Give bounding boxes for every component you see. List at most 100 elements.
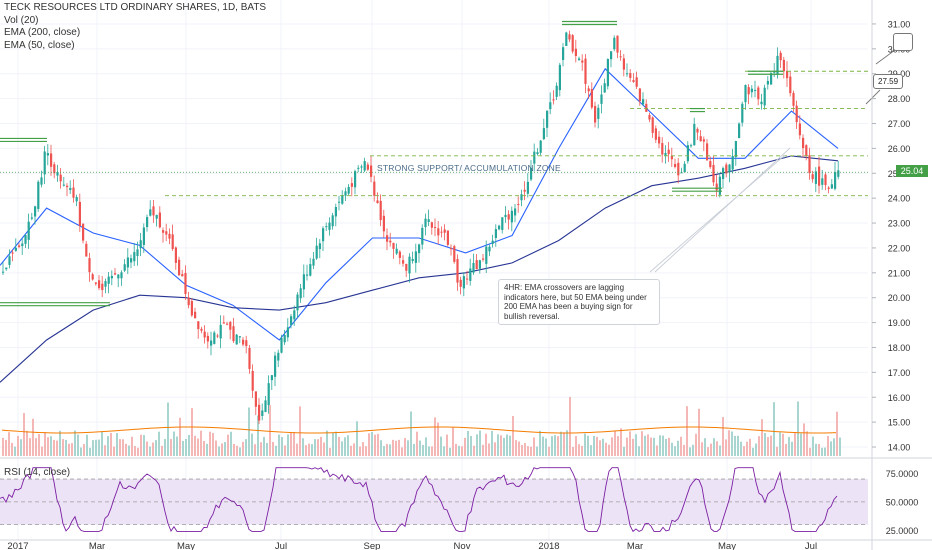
- candle-body: [754, 89, 757, 91]
- volume-bar: [293, 432, 295, 456]
- volume-bar: [116, 433, 118, 456]
- candle-body: [293, 310, 296, 320]
- candle-body: [200, 328, 203, 331]
- volume-bar: [5, 440, 7, 456]
- volume-bar: [449, 447, 451, 456]
- volume-bar: [380, 440, 382, 456]
- volume-bar: [344, 437, 346, 456]
- candle-body: [472, 262, 475, 273]
- volume-bar: [38, 434, 40, 456]
- candle-body: [158, 212, 161, 228]
- candle-body: [469, 268, 472, 281]
- volume-bar: [635, 434, 637, 456]
- candle-body: [24, 235, 27, 244]
- volume-bar: [176, 436, 178, 456]
- volume-bar: [650, 437, 652, 456]
- candle-body: [126, 257, 129, 268]
- candle-body: [5, 267, 8, 270]
- price-callout: 27.59: [873, 74, 904, 89]
- candle-body: [702, 139, 705, 142]
- volume-bar: [23, 413, 25, 456]
- candle-body: [645, 103, 648, 112]
- candle-body: [562, 47, 565, 60]
- candle-body: [414, 251, 417, 263]
- price-tick-label: 23.00: [888, 219, 911, 229]
- candle-body: [165, 231, 168, 235]
- price-tick-label: 31.00: [888, 19, 911, 29]
- volume-bar: [137, 447, 139, 456]
- rsi-tick-label: 25.0000: [886, 526, 919, 536]
- candle-body: [360, 166, 363, 168]
- candle-body: [229, 321, 232, 330]
- volume-bar: [254, 444, 256, 456]
- candle-body: [539, 140, 542, 153]
- candle-body: [376, 200, 379, 204]
- volume-bar: [86, 434, 88, 456]
- time-tick-label: May: [177, 541, 195, 550]
- volume-bar: [332, 432, 334, 456]
- volume-bar: [302, 438, 304, 456]
- candle-body: [530, 167, 533, 180]
- volume-bar: [470, 436, 472, 456]
- candle-body: [130, 258, 133, 263]
- volume-bar: [242, 441, 244, 456]
- volume-bar: [281, 437, 283, 456]
- volume-bar: [647, 434, 649, 456]
- candle-body: [677, 162, 680, 176]
- volume-bar: [590, 445, 592, 456]
- volume-bar: [503, 437, 505, 456]
- candle-body: [344, 191, 347, 196]
- candle-body: [274, 355, 277, 377]
- candle-body: [584, 58, 587, 84]
- candle-body: [610, 51, 613, 60]
- candle-body: [136, 249, 139, 257]
- candle-body: [834, 172, 837, 189]
- volume-bar: [296, 443, 298, 456]
- candle-body: [370, 165, 373, 177]
- volume-bar: [563, 432, 565, 456]
- volume-bar: [473, 445, 475, 456]
- legend-volume: Vol (20): [4, 14, 39, 26]
- candle-body: [600, 94, 603, 104]
- candle-body: [523, 189, 526, 192]
- volume-bar: [737, 435, 739, 456]
- volume-bar: [260, 442, 262, 456]
- candle-body: [670, 155, 673, 160]
- candle-body: [270, 375, 273, 381]
- candle-body: [555, 85, 558, 97]
- candle-body: [213, 332, 216, 344]
- rsi-label: RSI (14, close): [4, 467, 71, 478]
- volume-bar: [290, 432, 292, 456]
- candle-body: [690, 145, 693, 147]
- volume-bar: [8, 432, 10, 456]
- volume-bar: [539, 430, 541, 456]
- volume-bar: [338, 436, 340, 456]
- volume-bar: [329, 447, 331, 456]
- volume-bar: [227, 434, 229, 456]
- volume-bar: [80, 447, 82, 456]
- volume-bar: [53, 439, 55, 456]
- candle-body: [322, 228, 325, 242]
- volume-bar: [374, 434, 376, 456]
- candle-body: [146, 217, 149, 228]
- volume-bar: [98, 439, 100, 456]
- candle-body: [661, 143, 664, 155]
- volume-bar: [104, 445, 106, 456]
- candle-body: [350, 183, 353, 187]
- candle-body: [331, 215, 334, 227]
- volume-bar: [776, 446, 778, 456]
- candle-body: [571, 35, 574, 52]
- candle-body: [440, 231, 443, 233]
- volume-bar: [251, 433, 253, 456]
- volume-bar: [50, 436, 52, 456]
- volume-bar: [191, 408, 193, 456]
- candle-body: [526, 181, 529, 194]
- volume-bar: [704, 438, 706, 456]
- volume-bar: [68, 443, 70, 456]
- candle-body: [725, 164, 728, 174]
- volume-bar: [167, 402, 169, 456]
- volume-bar: [698, 408, 700, 456]
- candle-body: [245, 340, 248, 347]
